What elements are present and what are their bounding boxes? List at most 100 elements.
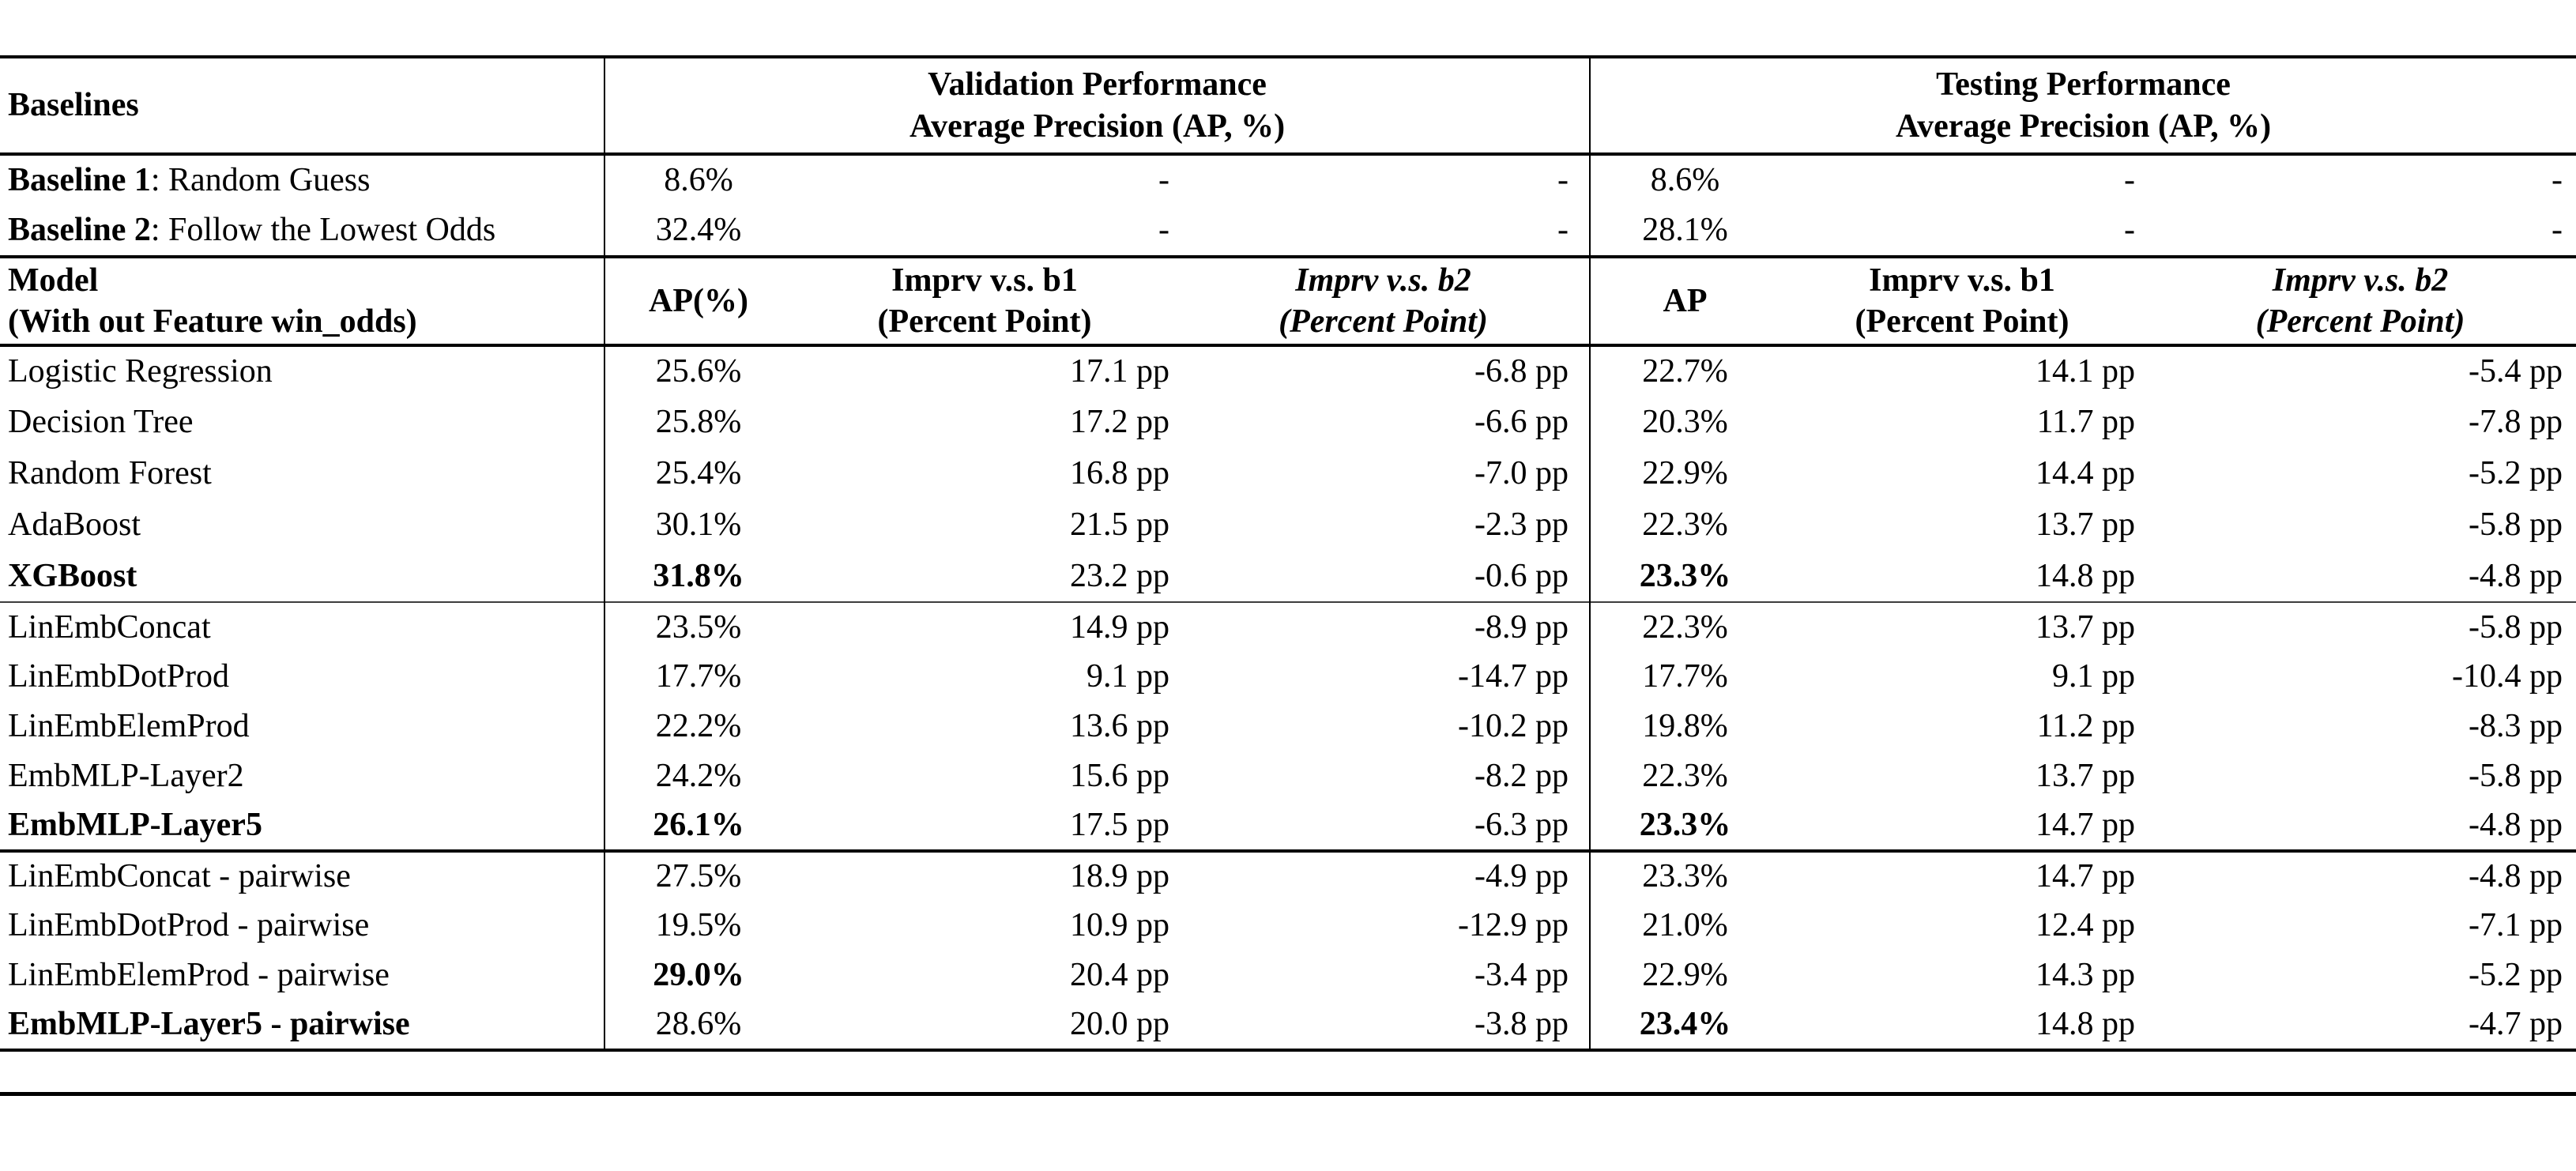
- testing-imprv-b2-cell: -5.2 pp: [2469, 455, 2563, 492]
- testing-header-line2: Average Precision (AP, %): [1895, 107, 2272, 145]
- validation-imprv-b2-cell: -0.6 pp: [1474, 557, 1569, 594]
- validation-imprv-b1-cell: -: [1158, 162, 1169, 199]
- validation-imprv-b1-cell: 14.9 pp: [1070, 608, 1169, 646]
- validation-header-line1: Validation Performance: [928, 66, 1267, 103]
- testing-imprv-b1-cell: 14.1 pp: [2036, 353, 2136, 390]
- testing-imprv-b2-cell: -10.4 pp: [2452, 658, 2563, 695]
- testing-imprv-b1-cell: 14.7 pp: [2036, 858, 2136, 895]
- testing-imprv-b1-cell: 14.8 pp: [2036, 1006, 2136, 1043]
- validation-imprv-b1-cell: 15.6 pp: [1070, 758, 1169, 795]
- testing-ap-cell: 22.9%: [1589, 448, 1780, 499]
- testing-ap-cell: 22.3%: [1589, 751, 1780, 801]
- bottom-rule-gap: [0, 1052, 2576, 1092]
- model-row: Random Forest 25.4% 16.8 pp -7.0 pp 22.9% 14.…: [0, 448, 2576, 499]
- model-name-cell: EmbMLP-Layer5 - pairwise: [8, 1006, 410, 1043]
- baseline-rows-section: Baseline 1: Random Guess 8.6% - -8.6% - - Base…: [0, 154, 2576, 257]
- testing-imprv-b2-cell: -8.3 pp: [2469, 708, 2563, 745]
- testing-ap-cell: 23.3%: [1589, 851, 1780, 901]
- testing-ap-cell: 23.4%: [1589, 1000, 1780, 1050]
- testing-performance-header-cell: Testing Performance Average Precision (A…: [1589, 57, 2576, 154]
- validation-ap-cell: 32.4%: [604, 205, 792, 257]
- testing-imprv-b2-cell: -4.7 pp: [2469, 1006, 2563, 1043]
- validation-imprv-b2-cell: -: [1557, 212, 1569, 249]
- validation-ap-cell: 30.1%: [604, 499, 792, 551]
- testing-imprv-b1-cell: 14.3 pp: [2036, 957, 2136, 994]
- testing-imprv-b2-column-header: Imprv v.s. b2 (Percent Point): [2255, 262, 2465, 341]
- table-head-section: Baselines Validation Performance Average…: [0, 57, 2576, 154]
- validation-imprv-b1-cell: 9.1 pp: [1087, 658, 1169, 695]
- model-row: LinEmbElemProd 22.2% 13.6 pp -10.2 pp 19.8% 1…: [0, 702, 2576, 751]
- baseline-name-bold: Baseline 1: [8, 162, 151, 199]
- model-row: LinEmbConcat 23.5% 14.9 pp -8.9 pp 22.3% 13.7…: [0, 602, 2576, 652]
- testing-imprv-b1-cell: 12.4 pp: [2036, 907, 2136, 944]
- testing-imprv-b2-cell: -5.2 pp: [2469, 957, 2563, 994]
- testing-imprv-b1-column-header: Imprv v.s. b1 (Percent Point): [1855, 262, 2069, 341]
- testing-ap-cell: 28.1%: [1589, 205, 1780, 257]
- testing-imprv-b2-cell: -: [2552, 162, 2563, 199]
- validation-performance-header-cell: Validation Performance Average Precision…: [603, 57, 1591, 154]
- model-rows-section: Logistic Regression 25.6% 17.1 pp -6.8 pp 22…: [0, 345, 2576, 1050]
- model-name-cell: XGBoost: [8, 557, 137, 594]
- validation-imprv-b1-cell: -: [1158, 212, 1169, 249]
- testing-ap-cell: 22.3%: [1589, 499, 1780, 551]
- testing-imprv-b2-cell: -5.4 pp: [2469, 353, 2563, 390]
- model-row: EmbMLP-Layer5 - pairwise 28.6% 20.0 pp -3.8…: [0, 1000, 2576, 1050]
- validation-imprv-b1-cell: 10.9 pp: [1070, 907, 1169, 944]
- validation-imprv-b2-cell: -6.3 pp: [1474, 807, 1569, 844]
- testing-ap-cell: 22.9%: [1589, 951, 1780, 1000]
- testing-ap-cell: 22.3%: [1589, 602, 1780, 652]
- testing-ap-column-header: AP: [1589, 257, 1780, 345]
- testing-imprv-b2-cell: -7.1 pp: [2469, 907, 2563, 944]
- validation-ap-cell: 27.5%: [604, 851, 792, 901]
- validation-ap-cell: 25.6%: [604, 345, 792, 397]
- validation-ap-cell: 23.5%: [604, 602, 792, 652]
- model-name-cell: EmbMLP-Layer2: [8, 758, 244, 795]
- testing-imprv-b1-cell: 9.1 pp: [2052, 658, 2136, 695]
- testing-ap-cell: 21.0%: [1589, 901, 1780, 951]
- validation-imprv-b2-cell: -3.8 pp: [1474, 1006, 1569, 1043]
- model-name-cell: LinEmbDotProd: [8, 658, 229, 695]
- baseline-row: Baseline 2: Follow the Lowest Odds 32.4% -…: [0, 205, 2576, 257]
- model-name-cell: LinEmbElemProd - pairwise: [8, 957, 390, 994]
- model-row: Decision Tree 25.8% 17.2 pp -6.6 pp 20.3% 11.…: [0, 397, 2576, 448]
- testing-imprv-b1-cell: -: [2124, 162, 2136, 199]
- validation-ap-cell: 8.6%: [604, 154, 792, 205]
- testing-ap-cell: 17.7%: [1589, 652, 1780, 702]
- bottom-rule: [0, 1092, 2576, 1096]
- testing-imprv-b1-cell: 11.2 pp: [2036, 708, 2136, 745]
- testing-imprv-b1-cell: 14.8 pp: [2036, 557, 2136, 594]
- validation-header-line2: Average Precision (AP, %): [909, 107, 1286, 145]
- validation-imprv-b2-cell: -2.3 pp: [1474, 506, 1569, 544]
- testing-ap-cell: 20.3%: [1589, 397, 1780, 448]
- validation-ap-cell: 25.8%: [604, 397, 792, 448]
- validation-imprv-b1-cell: 20.4 pp: [1070, 957, 1169, 994]
- validation-imprv-b2-cell: -10.2 pp: [1458, 708, 1569, 745]
- testing-header-line1: Testing Performance: [1936, 66, 2231, 103]
- validation-ap-cell: 28.6%: [604, 1000, 792, 1050]
- model-name-cell: LinEmbDotProd - pairwise: [8, 907, 370, 944]
- testing-imprv-b2-cell: -: [2552, 212, 2563, 249]
- model-name-cell: LinEmbConcat: [8, 608, 211, 646]
- testing-imprv-b1-cell: 11.7 pp: [2036, 404, 2136, 441]
- model-row: XGBoost 31.8% 23.2 pp -0.6 pp 23.3% 14.8 pp -4…: [0, 551, 2576, 602]
- model-row: LinEmbElemProd - pairwise 29.0% 20.4 pp -3.…: [0, 951, 2576, 1000]
- testing-ap-cell: 19.8%: [1589, 702, 1780, 751]
- validation-ap-cell: 19.5%: [604, 901, 792, 951]
- model-name-cell: Logistic Regression: [8, 353, 273, 390]
- results-table: Baselines Validation Performance Average…: [0, 55, 2576, 1052]
- validation-ap-cell: 26.1%: [604, 801, 792, 851]
- validation-imprv-b2-column-header: Imprv v.s. b2 (Percent Point): [1279, 262, 1488, 341]
- model-row: EmbMLP-Layer2 24.2% 15.6 pp -8.2 pp 22.3% 13.…: [0, 751, 2576, 801]
- model-row: EmbMLP-Layer5 26.1% 17.5 pp -6.3 pp 23.3% 14.…: [0, 801, 2576, 851]
- validation-imprv-b2-cell: -6.6 pp: [1474, 404, 1569, 441]
- validation-imprv-b1-cell: 23.2 pp: [1070, 557, 1169, 594]
- model-name-cell: Decision Tree: [8, 404, 194, 441]
- testing-imprv-b1-cell: -: [2124, 212, 2136, 249]
- validation-imprv-b2-cell: -8.9 pp: [1474, 608, 1569, 646]
- baseline-row: Baseline 1: Random Guess 8.6% - -8.6% - -: [0, 154, 2576, 205]
- model-header-section: Model (With out Feature win_odds) AP(%) …: [0, 257, 2576, 345]
- model-row: LinEmbDotProd - pairwise 19.5% 10.9 pp -12.…: [0, 901, 2576, 951]
- testing-imprv-b2-cell: -4.8 pp: [2469, 807, 2563, 844]
- model-name-cell: LinEmbElemProd: [8, 708, 250, 745]
- testing-imprv-b1-cell: 13.7 pp: [2036, 608, 2136, 646]
